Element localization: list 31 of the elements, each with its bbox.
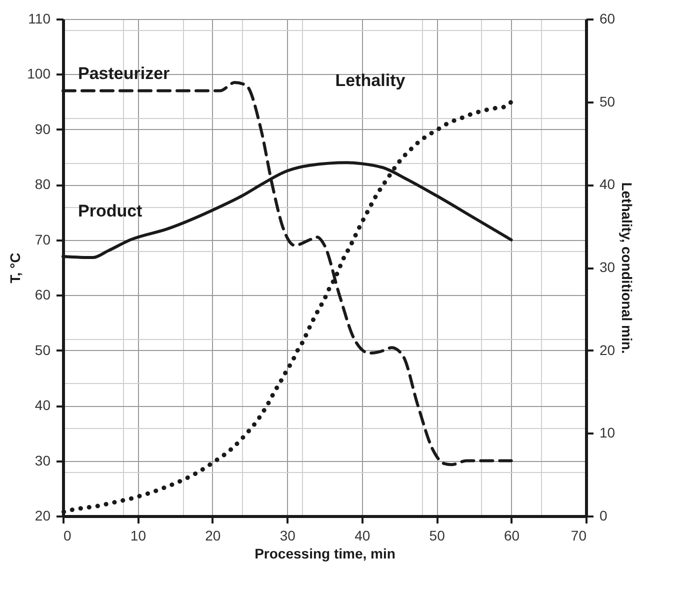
y2-tick-label: 0: [600, 508, 608, 524]
text: Lethality: [335, 70, 406, 90]
x-tick-label: 60: [504, 528, 520, 544]
y-axis-title: T, °C: [7, 252, 24, 284]
y-tick-label: 70: [34, 231, 51, 248]
series-label: Pasteurizer: [78, 64, 170, 83]
x-tick-label: 40: [354, 528, 370, 544]
y2-tick-label: 40: [600, 176, 616, 192]
y-tick-label: 80: [34, 176, 51, 192]
y-tick-label: 50: [34, 342, 51, 358]
y2-tick-label: 50: [600, 93, 616, 110]
y2-tick-label: 10: [600, 424, 616, 441]
y2-tick-label: 30: [600, 259, 616, 275]
x-tick-label: 0: [64, 528, 72, 544]
x-tick-label: 20: [205, 528, 221, 544]
x-tick-label: 70: [570, 528, 587, 544]
y2-tick-label: 60: [600, 10, 616, 26]
y-tick-label: 30: [34, 452, 51, 468]
y-tick-label: 60: [34, 286, 51, 303]
series-label: Product: [78, 201, 143, 220]
y-tick-label: 100: [27, 66, 51, 82]
x-tick-label: 50: [429, 528, 446, 544]
x-tick-label: 10: [130, 528, 146, 544]
y2-axis-title: Lethality, conditional min.: [619, 182, 636, 354]
y-tick-label: 90: [34, 120, 51, 137]
x-axis-title: Processing time, min: [254, 546, 396, 562]
x-tick-label: 30: [280, 528, 296, 544]
y-tick-label: 110: [28, 10, 51, 26]
y-tick-label: 20: [34, 508, 51, 524]
y-tick-label: 40: [34, 397, 51, 414]
y2-tick-label: 20: [600, 342, 616, 358]
